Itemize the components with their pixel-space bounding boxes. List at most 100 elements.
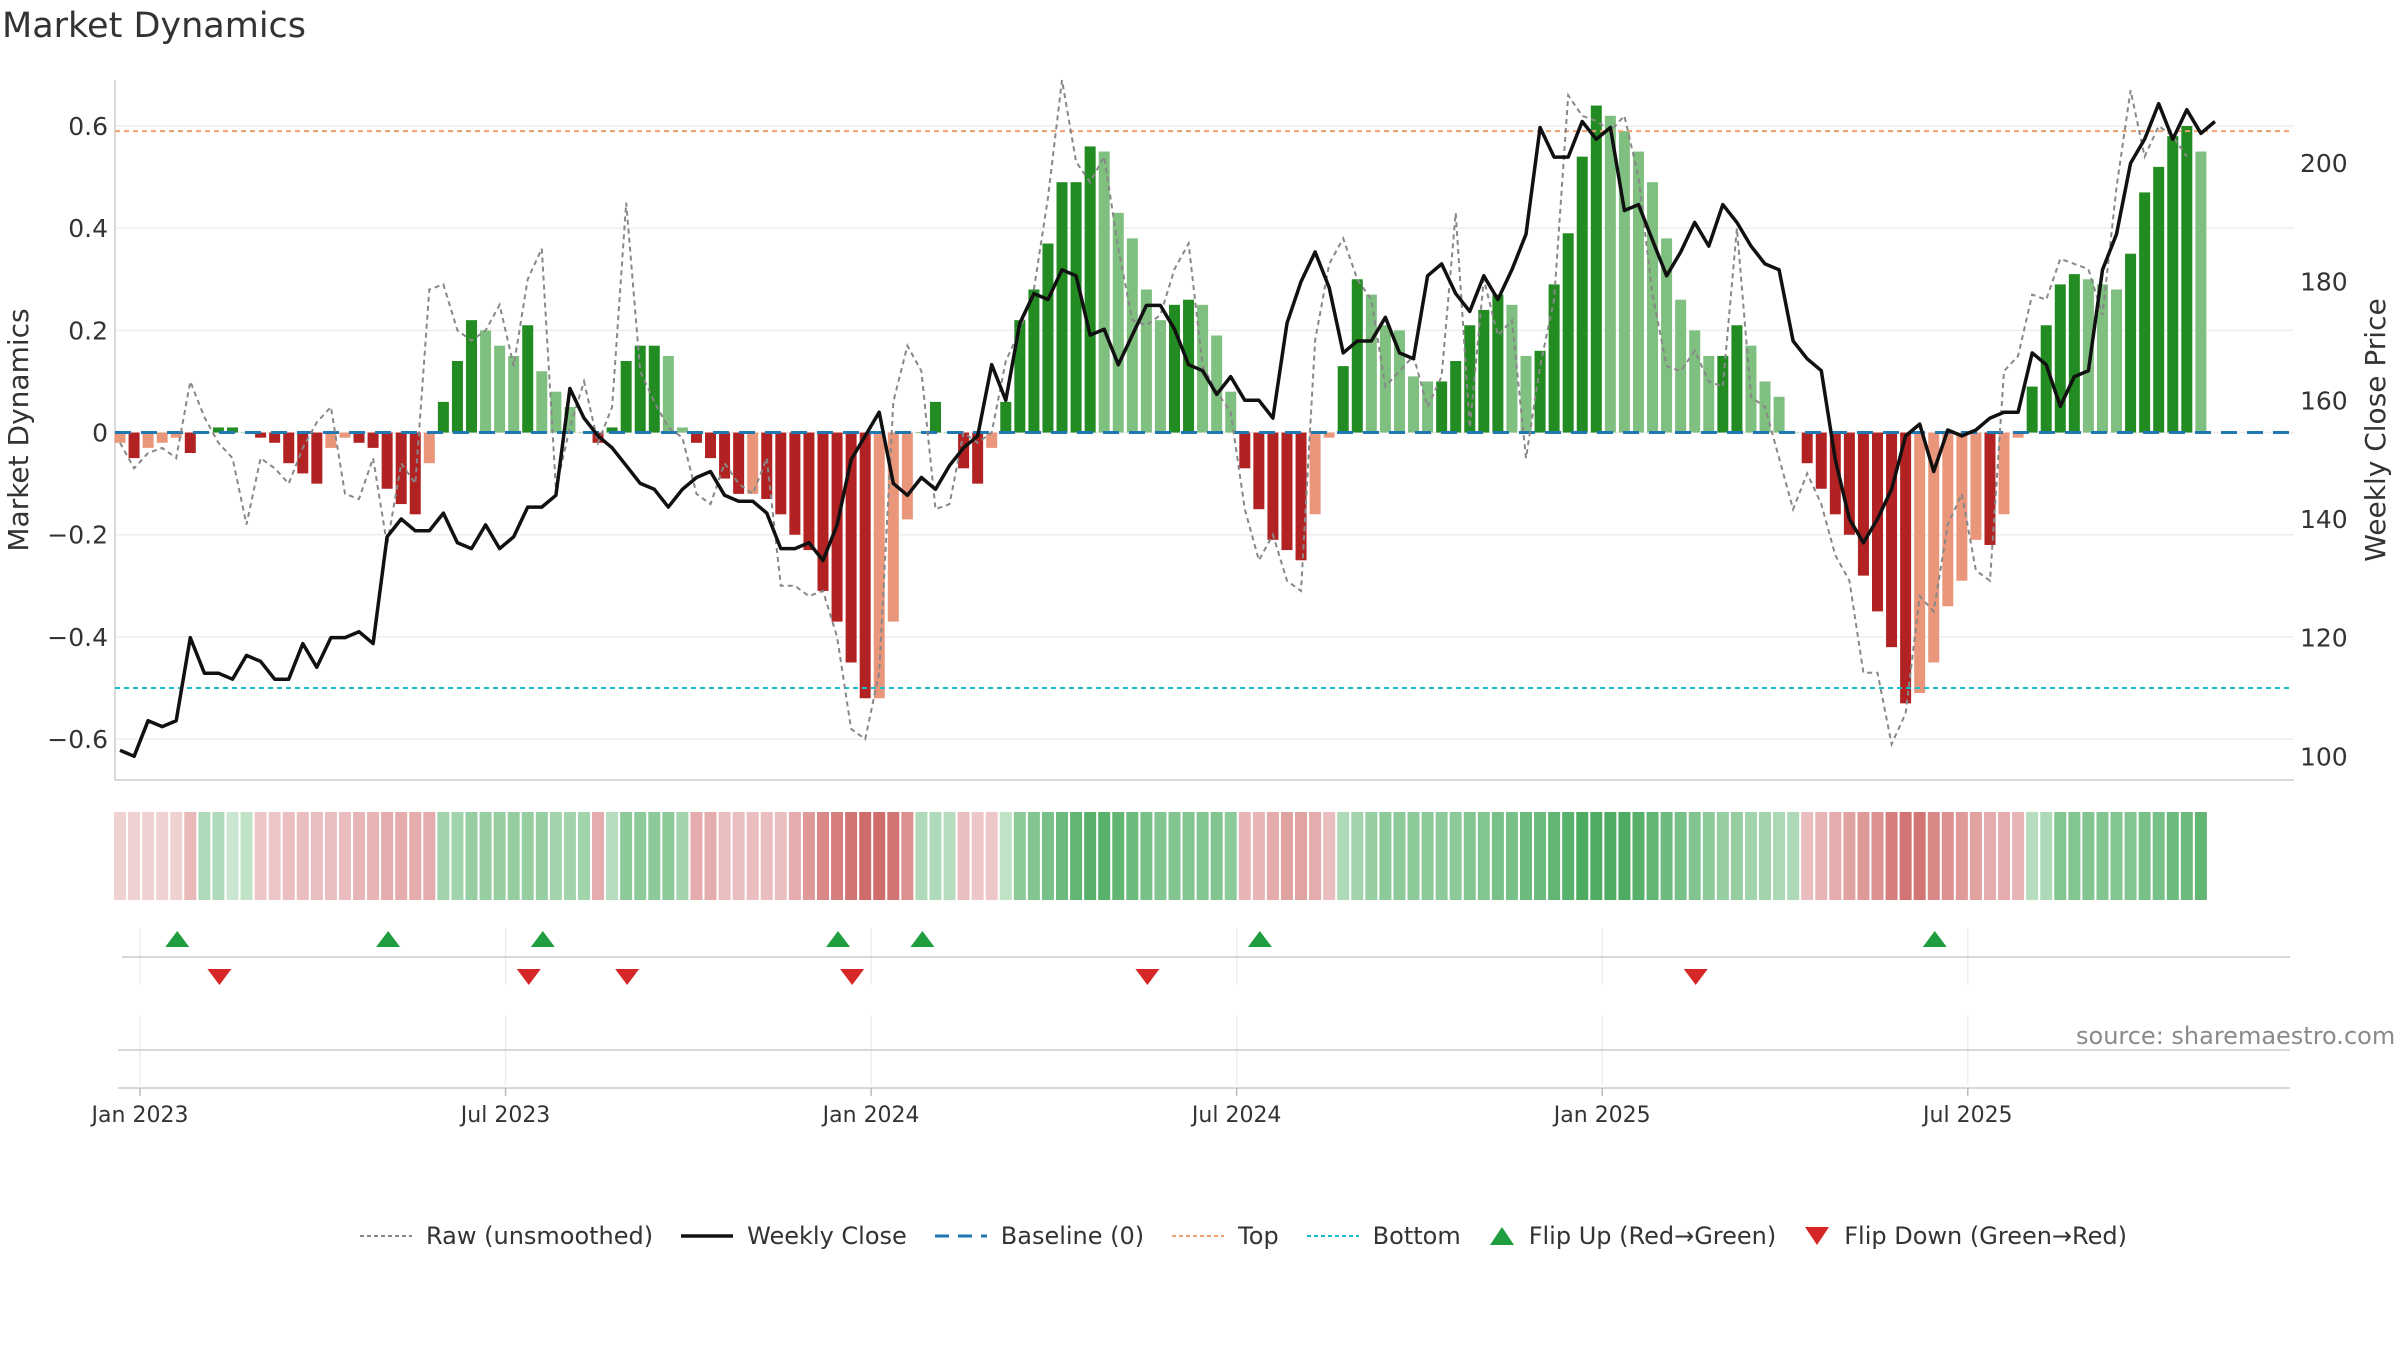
bar bbox=[1351, 279, 1363, 433]
heat-cell bbox=[662, 812, 675, 900]
bar bbox=[1169, 304, 1180, 433]
bar bbox=[1914, 432, 1926, 694]
bar bbox=[2082, 279, 2094, 433]
heat-cell bbox=[1168, 812, 1181, 900]
legend-item-flipdown: Flip Down (Green→Red) bbox=[1802, 1222, 2127, 1250]
bar bbox=[719, 432, 731, 479]
bar bbox=[1576, 156, 1588, 433]
bars-layer bbox=[114, 105, 2207, 704]
date-axis-panel bbox=[118, 1015, 2290, 1089]
bar bbox=[226, 427, 238, 433]
heat-cell bbox=[1112, 812, 1125, 900]
heat-cell bbox=[423, 812, 436, 900]
dashed-line-icon bbox=[1306, 1235, 1359, 1237]
bar bbox=[803, 432, 815, 551]
bar bbox=[381, 432, 393, 489]
bar bbox=[620, 361, 632, 433]
flip-down-marker bbox=[1683, 969, 1708, 985]
bar bbox=[409, 432, 421, 515]
heat-cell bbox=[338, 812, 351, 900]
heat-cell bbox=[1520, 812, 1532, 900]
dashed-line-icon bbox=[1172, 1235, 1225, 1237]
heat-cell bbox=[1435, 812, 1448, 900]
bar bbox=[1928, 432, 1940, 663]
flip-markers-panel bbox=[122, 928, 2290, 985]
x-axis-ticks: Jan 2023 Jul 2023 Jan 2024 Jul 2024 Jan 2025… bbox=[90, 1088, 2013, 1128]
heat-cell bbox=[451, 812, 464, 900]
bar bbox=[1506, 304, 1518, 433]
heat-cell bbox=[563, 812, 576, 900]
heat-cell bbox=[2040, 812, 2053, 900]
bar bbox=[648, 345, 660, 433]
heat-cell bbox=[114, 812, 126, 900]
heat-cell bbox=[2152, 812, 2165, 900]
bar bbox=[1590, 105, 1602, 433]
bar bbox=[311, 432, 323, 484]
heat-cell bbox=[479, 812, 492, 900]
bar bbox=[1478, 309, 1490, 433]
legend-label-bottom: Bottom bbox=[1372, 1222, 1461, 1250]
flip-up-marker bbox=[826, 931, 851, 947]
left-tick-label: −0.2 bbox=[47, 521, 108, 550]
flip-down-marker bbox=[1135, 969, 1160, 985]
bar bbox=[1056, 182, 1068, 433]
left-tick-label: −0.4 bbox=[47, 623, 108, 652]
heat-cell bbox=[409, 812, 422, 900]
heat-cell bbox=[268, 812, 281, 900]
heat-strip bbox=[114, 812, 2207, 900]
bar bbox=[1253, 432, 1265, 510]
bar bbox=[1773, 396, 1785, 433]
heat-cell bbox=[1688, 812, 1701, 900]
heat-cell bbox=[1674, 812, 1687, 900]
bar bbox=[1281, 432, 1293, 551]
heat-cell bbox=[142, 812, 155, 900]
heat-cell bbox=[254, 812, 267, 900]
right-axis-label: Weekly Close Price bbox=[2359, 298, 2392, 561]
bar bbox=[494, 345, 506, 433]
triangle-up-icon bbox=[1489, 1227, 1514, 1245]
heat-cell bbox=[1969, 812, 1982, 900]
source-note: source: sharemaestro.com bbox=[2076, 1022, 2396, 1050]
heat-cell bbox=[324, 812, 337, 900]
heat-cell bbox=[1323, 812, 1336, 900]
heat-cell bbox=[1576, 812, 1589, 900]
bar bbox=[1028, 289, 1040, 433]
heat-cell bbox=[1449, 812, 1462, 900]
heat-cell bbox=[2012, 812, 2025, 900]
heat-cell bbox=[1716, 812, 1729, 900]
left-tick-label: −0.6 bbox=[47, 725, 108, 754]
heat-cell bbox=[1041, 812, 1054, 900]
bar bbox=[972, 432, 984, 484]
heat-cell bbox=[1491, 812, 1504, 900]
heat-cell bbox=[2068, 812, 2081, 900]
bar bbox=[2139, 192, 2151, 433]
heat-cell bbox=[353, 812, 366, 900]
heat-cell bbox=[845, 812, 858, 900]
bar bbox=[1070, 182, 1082, 433]
bar bbox=[170, 432, 182, 438]
bar bbox=[1534, 350, 1546, 433]
solid-line-icon bbox=[681, 1234, 734, 1238]
triangle-down-icon bbox=[1805, 1227, 1830, 1245]
bar bbox=[1436, 381, 1448, 433]
bar bbox=[634, 345, 646, 433]
heat-cell bbox=[817, 812, 829, 900]
heat-cell bbox=[648, 812, 661, 900]
heat-cell bbox=[2194, 812, 2207, 900]
heat-cell bbox=[1140, 812, 1153, 900]
bar bbox=[1731, 325, 1743, 433]
heat-cell bbox=[1280, 812, 1293, 900]
left-tick-label: 0.4 bbox=[68, 214, 108, 243]
bar bbox=[283, 432, 295, 464]
bar bbox=[761, 432, 773, 499]
heat-cell bbox=[1477, 812, 1490, 900]
heat-cell bbox=[943, 812, 956, 900]
heat-cell bbox=[437, 812, 450, 900]
bar bbox=[423, 432, 435, 464]
flip-down-marker bbox=[840, 969, 865, 985]
heat-cell bbox=[1379, 812, 1392, 900]
bar bbox=[114, 432, 126, 443]
bar bbox=[1689, 330, 1701, 433]
levels-layer bbox=[115, 130, 2290, 690]
heat-cell bbox=[1252, 812, 1265, 900]
